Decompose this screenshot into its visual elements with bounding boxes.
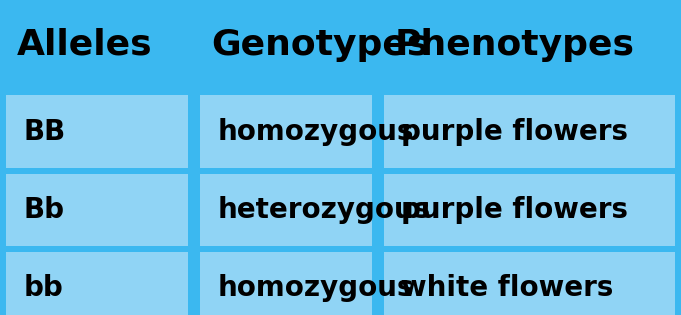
FancyBboxPatch shape (384, 174, 675, 246)
FancyBboxPatch shape (200, 252, 372, 315)
Text: BB: BB (23, 118, 65, 146)
Text: Genotypes: Genotypes (211, 28, 428, 62)
Text: Bb: Bb (23, 196, 64, 224)
Text: Phenotypes: Phenotypes (395, 28, 635, 62)
FancyBboxPatch shape (200, 174, 372, 246)
Text: purple flowers: purple flowers (401, 118, 628, 146)
Text: homozygous: homozygous (217, 274, 414, 302)
FancyBboxPatch shape (6, 95, 188, 168)
Text: homozygous: homozygous (217, 118, 414, 146)
Text: Alleles: Alleles (17, 28, 153, 62)
Text: purple flowers: purple flowers (401, 196, 628, 224)
FancyBboxPatch shape (6, 252, 188, 315)
Text: heterozygous: heterozygous (217, 196, 430, 224)
FancyBboxPatch shape (6, 174, 188, 246)
FancyBboxPatch shape (384, 95, 675, 168)
Text: bb: bb (23, 274, 63, 302)
Text: white flowers: white flowers (401, 274, 614, 302)
FancyBboxPatch shape (384, 252, 675, 315)
FancyBboxPatch shape (200, 95, 372, 168)
